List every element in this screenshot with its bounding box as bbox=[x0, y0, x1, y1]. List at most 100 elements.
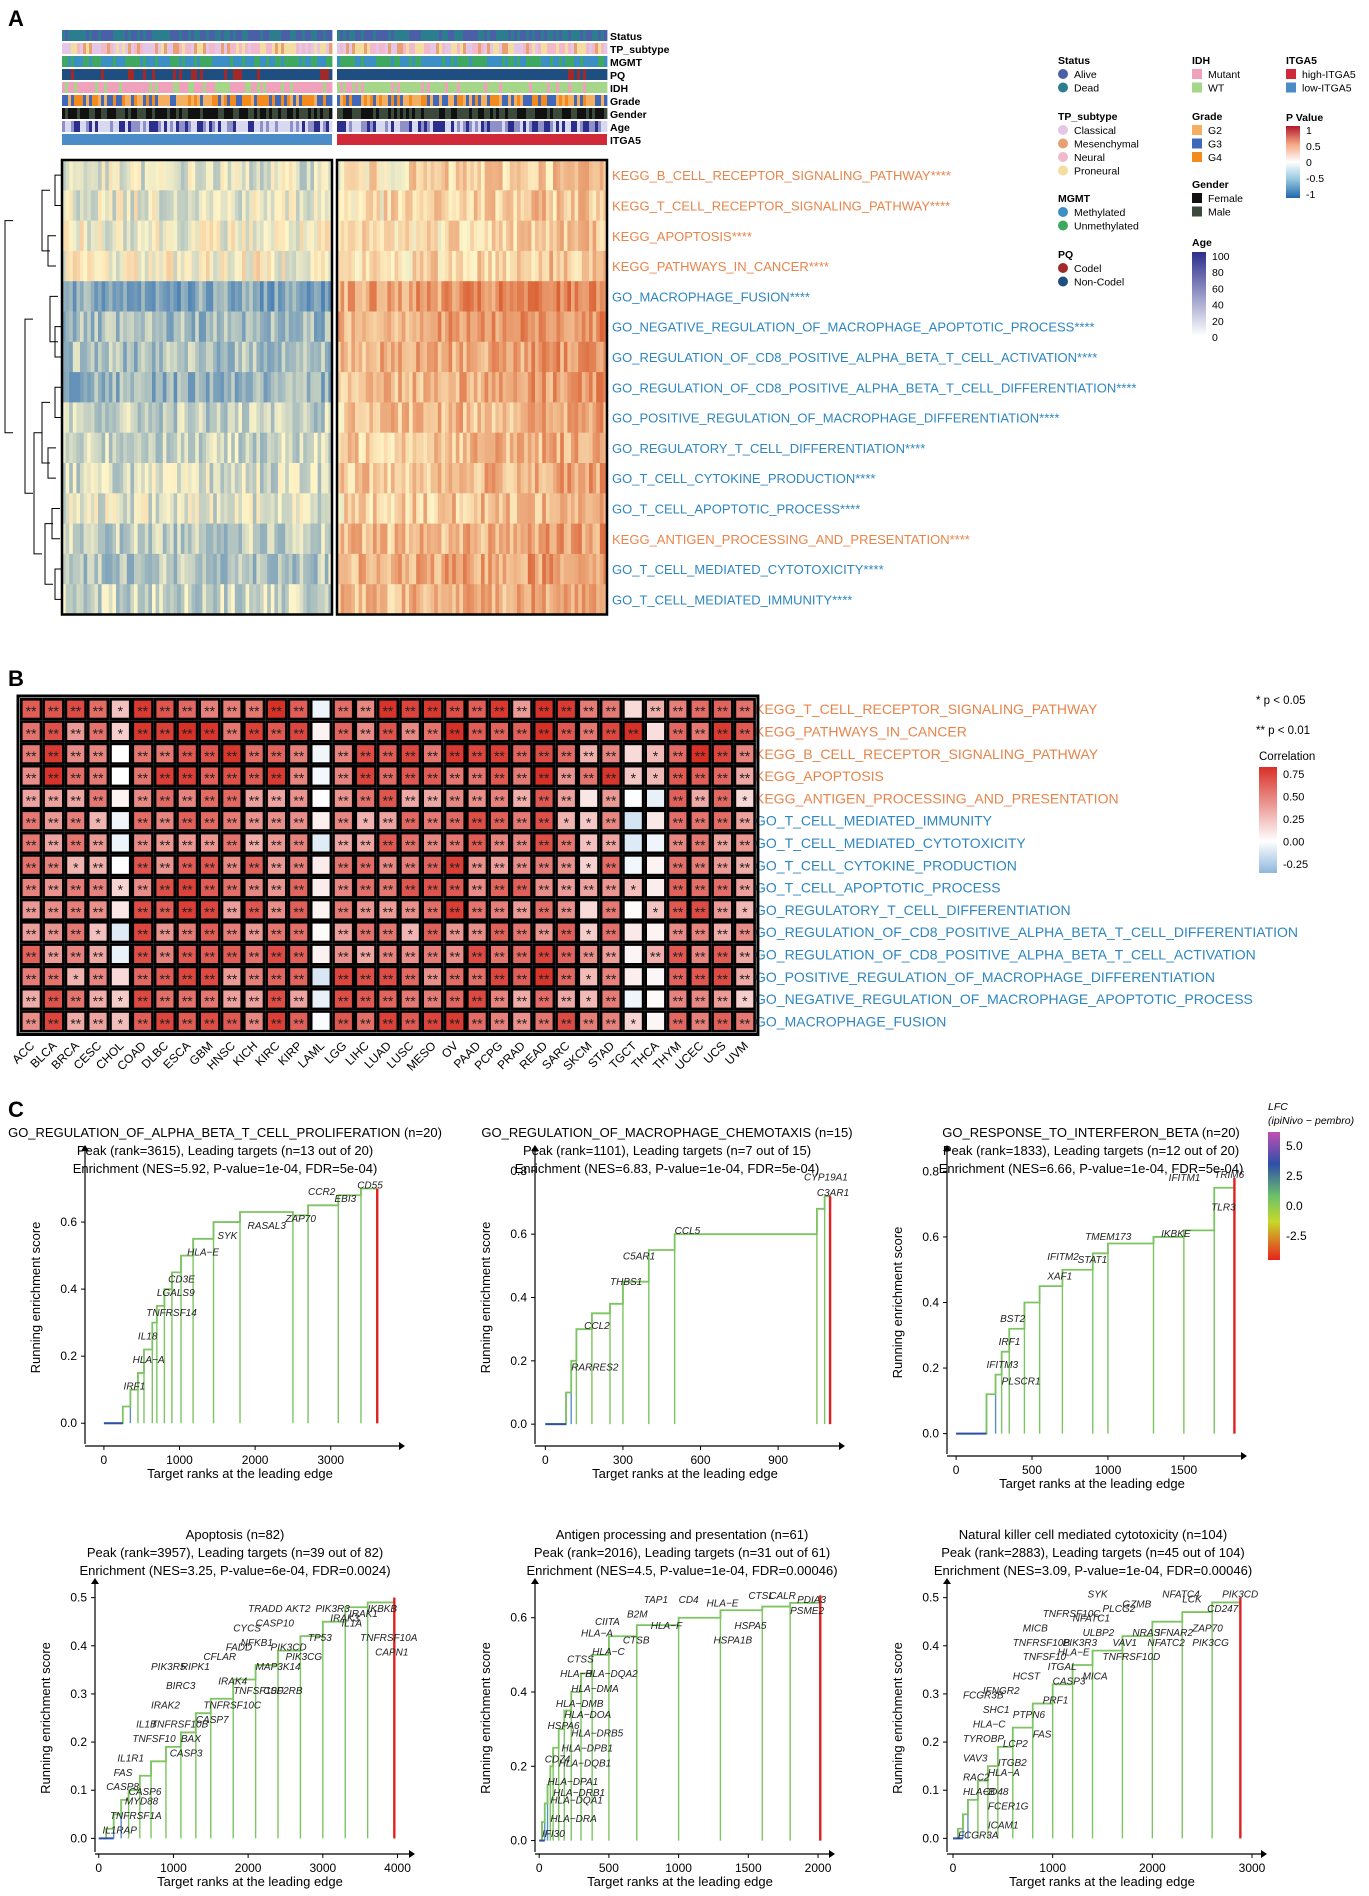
track-cell bbox=[68, 56, 72, 67]
track-cell bbox=[284, 56, 288, 67]
corr-cell bbox=[89, 745, 107, 763]
track-cell bbox=[329, 30, 333, 41]
significance-mark: ** bbox=[226, 725, 237, 741]
row-label: GO_REGULATORY_T_CELL_DIFFERENTIATION**** bbox=[612, 441, 925, 456]
track-cell bbox=[355, 108, 359, 119]
significance-mark: ** bbox=[427, 948, 438, 964]
corr-cell bbox=[178, 834, 196, 852]
track-cell bbox=[254, 82, 258, 93]
track-cell bbox=[514, 43, 518, 54]
heatmap-cell bbox=[184, 584, 189, 615]
track-cell bbox=[167, 56, 171, 67]
heatmap-cell bbox=[202, 584, 207, 615]
track-cell bbox=[361, 56, 365, 67]
heatmap-cell bbox=[373, 493, 377, 524]
heatmap-cell bbox=[65, 584, 70, 615]
track-cell bbox=[257, 95, 261, 106]
track-cell bbox=[415, 95, 419, 106]
heatmap-cell bbox=[524, 250, 529, 282]
significance-mark: ** bbox=[182, 882, 193, 898]
significance-mark: ** bbox=[539, 792, 550, 808]
heatmap-cell bbox=[285, 432, 290, 464]
heatmap-cell bbox=[292, 493, 297, 524]
track-cell bbox=[173, 108, 177, 119]
heatmap-cell bbox=[527, 553, 532, 585]
track-cell bbox=[340, 121, 344, 132]
track-cell bbox=[355, 69, 359, 80]
heatmap-cell bbox=[401, 523, 406, 555]
track-cell bbox=[433, 121, 437, 132]
track-cell bbox=[74, 30, 78, 41]
heatmap-cell bbox=[355, 493, 359, 524]
track-cell bbox=[517, 121, 521, 132]
heatmap-cell bbox=[574, 493, 579, 524]
heatmap-cell bbox=[155, 553, 160, 585]
heatmap-cell bbox=[441, 523, 446, 555]
heatmap-cell bbox=[188, 341, 192, 373]
significance-mark: ** bbox=[516, 815, 527, 831]
heatmap-cell bbox=[141, 523, 146, 555]
heatmap-cell bbox=[119, 250, 124, 282]
heatmap-cell bbox=[94, 402, 99, 434]
heatmap-cell bbox=[242, 250, 246, 282]
heatmap-cell bbox=[72, 250, 77, 282]
heatmap-cell bbox=[105, 311, 110, 343]
corr-cell bbox=[156, 812, 174, 830]
corr-cell bbox=[424, 834, 442, 852]
heatmap-cell bbox=[281, 493, 286, 524]
track-cell bbox=[529, 108, 533, 119]
corr-cell bbox=[334, 745, 352, 763]
track-cell bbox=[388, 108, 392, 119]
track-cell bbox=[242, 82, 246, 93]
heatmap-cell bbox=[83, 341, 88, 373]
track-cell bbox=[206, 43, 210, 54]
heatmap-cell bbox=[531, 281, 536, 312]
heatmap-cell bbox=[383, 523, 388, 555]
track-cell bbox=[269, 30, 273, 41]
heatmap-cell bbox=[553, 311, 557, 343]
heatmap-cell bbox=[198, 281, 203, 312]
track-cell bbox=[233, 56, 237, 67]
heatmap-cell bbox=[270, 281, 275, 312]
track-cell bbox=[125, 43, 129, 54]
track-cell bbox=[314, 69, 318, 80]
track-cell bbox=[203, 30, 207, 41]
heatmap-cell bbox=[434, 432, 439, 464]
heatmap-cell bbox=[123, 250, 128, 282]
legend-title: Grade bbox=[1192, 111, 1223, 123]
significance-mark: ** bbox=[382, 770, 393, 786]
annotation-track-status: Status bbox=[62, 30, 642, 43]
track-cell bbox=[433, 30, 437, 41]
heatmap-cell bbox=[340, 311, 345, 343]
heatmap-cell bbox=[452, 190, 457, 221]
track-cell bbox=[379, 43, 383, 54]
heatmap-cell bbox=[227, 190, 232, 221]
legend-label: Mesenchymal bbox=[1074, 139, 1139, 151]
heatmap-cell bbox=[90, 250, 95, 282]
heatmap-cell bbox=[324, 160, 329, 191]
track-cell bbox=[194, 82, 198, 93]
heatmap-cell bbox=[589, 463, 593, 494]
track-cell bbox=[161, 95, 165, 106]
track-cell bbox=[218, 121, 222, 132]
heatmap-cell bbox=[159, 220, 164, 252]
heatmap-cell bbox=[531, 463, 536, 494]
heatmap-cell bbox=[499, 190, 503, 221]
heatmap-cell bbox=[481, 432, 485, 464]
heatmap-cell bbox=[260, 432, 264, 464]
heatmap-cell bbox=[281, 311, 286, 343]
heatmap-cell bbox=[220, 220, 225, 252]
heatmap-cell bbox=[416, 190, 421, 221]
track-cell bbox=[457, 121, 461, 132]
heatmap-cell bbox=[184, 160, 189, 191]
legend-label: Non-Codel bbox=[1074, 277, 1124, 289]
track-cell bbox=[101, 121, 105, 132]
heatmap-cell bbox=[470, 190, 475, 221]
heatmap-cell bbox=[499, 493, 503, 524]
heatmap-cell bbox=[69, 432, 74, 464]
significance-mark: ** bbox=[382, 815, 393, 831]
heatmap-cell bbox=[76, 190, 81, 221]
track-cell bbox=[409, 30, 413, 41]
track-cell bbox=[263, 69, 267, 80]
significance-mark: ** bbox=[338, 748, 349, 764]
